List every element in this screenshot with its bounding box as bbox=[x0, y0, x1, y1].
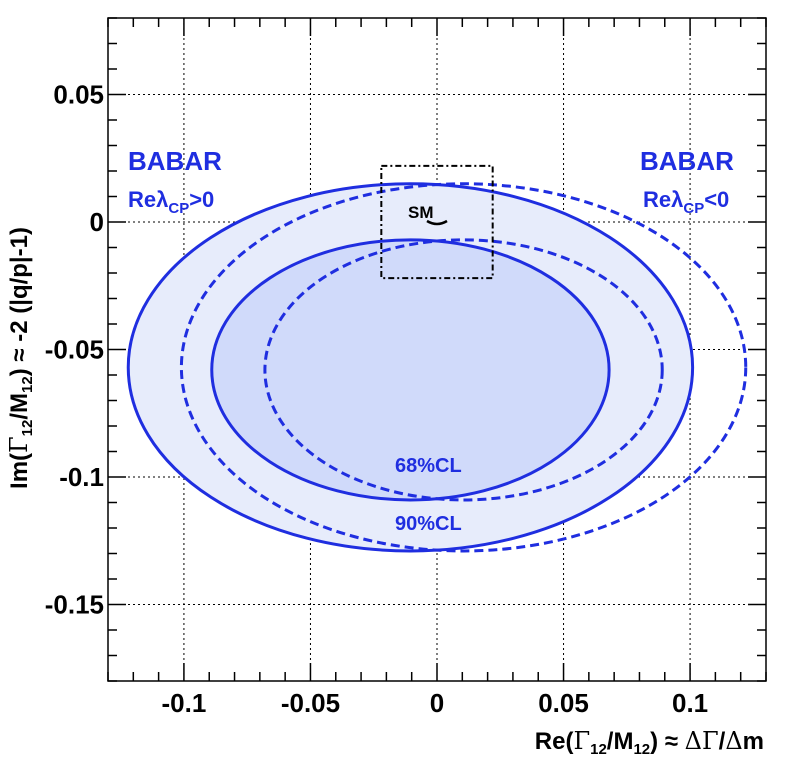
contour-lines bbox=[126, 182, 748, 553]
sm-region bbox=[380, 164, 494, 280]
x-axis-title: Re(Γ12/M12) ≈ ΔΓ/Δm bbox=[535, 727, 764, 758]
x-tick-label: -0.1 bbox=[162, 688, 207, 718]
contour-fills bbox=[128, 183, 693, 551]
plot-frame bbox=[107, 17, 767, 682]
tick-labels: -0.1 -0.05 0 0.05 0.1 0.05 0 -0.05 -0.1 -0.15 bbox=[45, 80, 708, 719]
sm-point bbox=[426, 219, 448, 226]
contour-line-pos-68 bbox=[210, 238, 611, 502]
y-tick-label: -0.05 bbox=[45, 335, 104, 365]
x-tick-label: 0 bbox=[430, 688, 444, 718]
right-solution-label: ReλCP<0 bbox=[643, 187, 729, 217]
y-axis-title: Im(Γ12/M12) ≈ -2 (|q/p|-1) bbox=[5, 227, 36, 489]
contour-line-pos-90 bbox=[126, 182, 695, 553]
left-solution-label: ReλCP>0 bbox=[128, 187, 214, 217]
y-tick-label: -0.1 bbox=[59, 462, 104, 492]
x-tick-label: -0.05 bbox=[281, 688, 340, 718]
contour-line-neg-68 bbox=[263, 238, 664, 502]
contour-fill-68 bbox=[211, 239, 610, 500]
right-babar-label: BABAR bbox=[640, 146, 734, 176]
y-tick-label: -0.15 bbox=[45, 590, 104, 620]
y-tick-label: 0 bbox=[90, 207, 104, 237]
cl90-label: 90%CL bbox=[395, 513, 462, 535]
cl68-label: 68%CL bbox=[395, 455, 462, 477]
left-babar-label: BABAR bbox=[128, 146, 222, 176]
contour-line-neg-90 bbox=[179, 182, 748, 553]
x-tick-label: 0.05 bbox=[538, 688, 589, 718]
y-tick-label: 0.05 bbox=[53, 80, 104, 110]
x-tick-label: 0.1 bbox=[672, 688, 708, 718]
sm-label: SM bbox=[408, 203, 434, 222]
